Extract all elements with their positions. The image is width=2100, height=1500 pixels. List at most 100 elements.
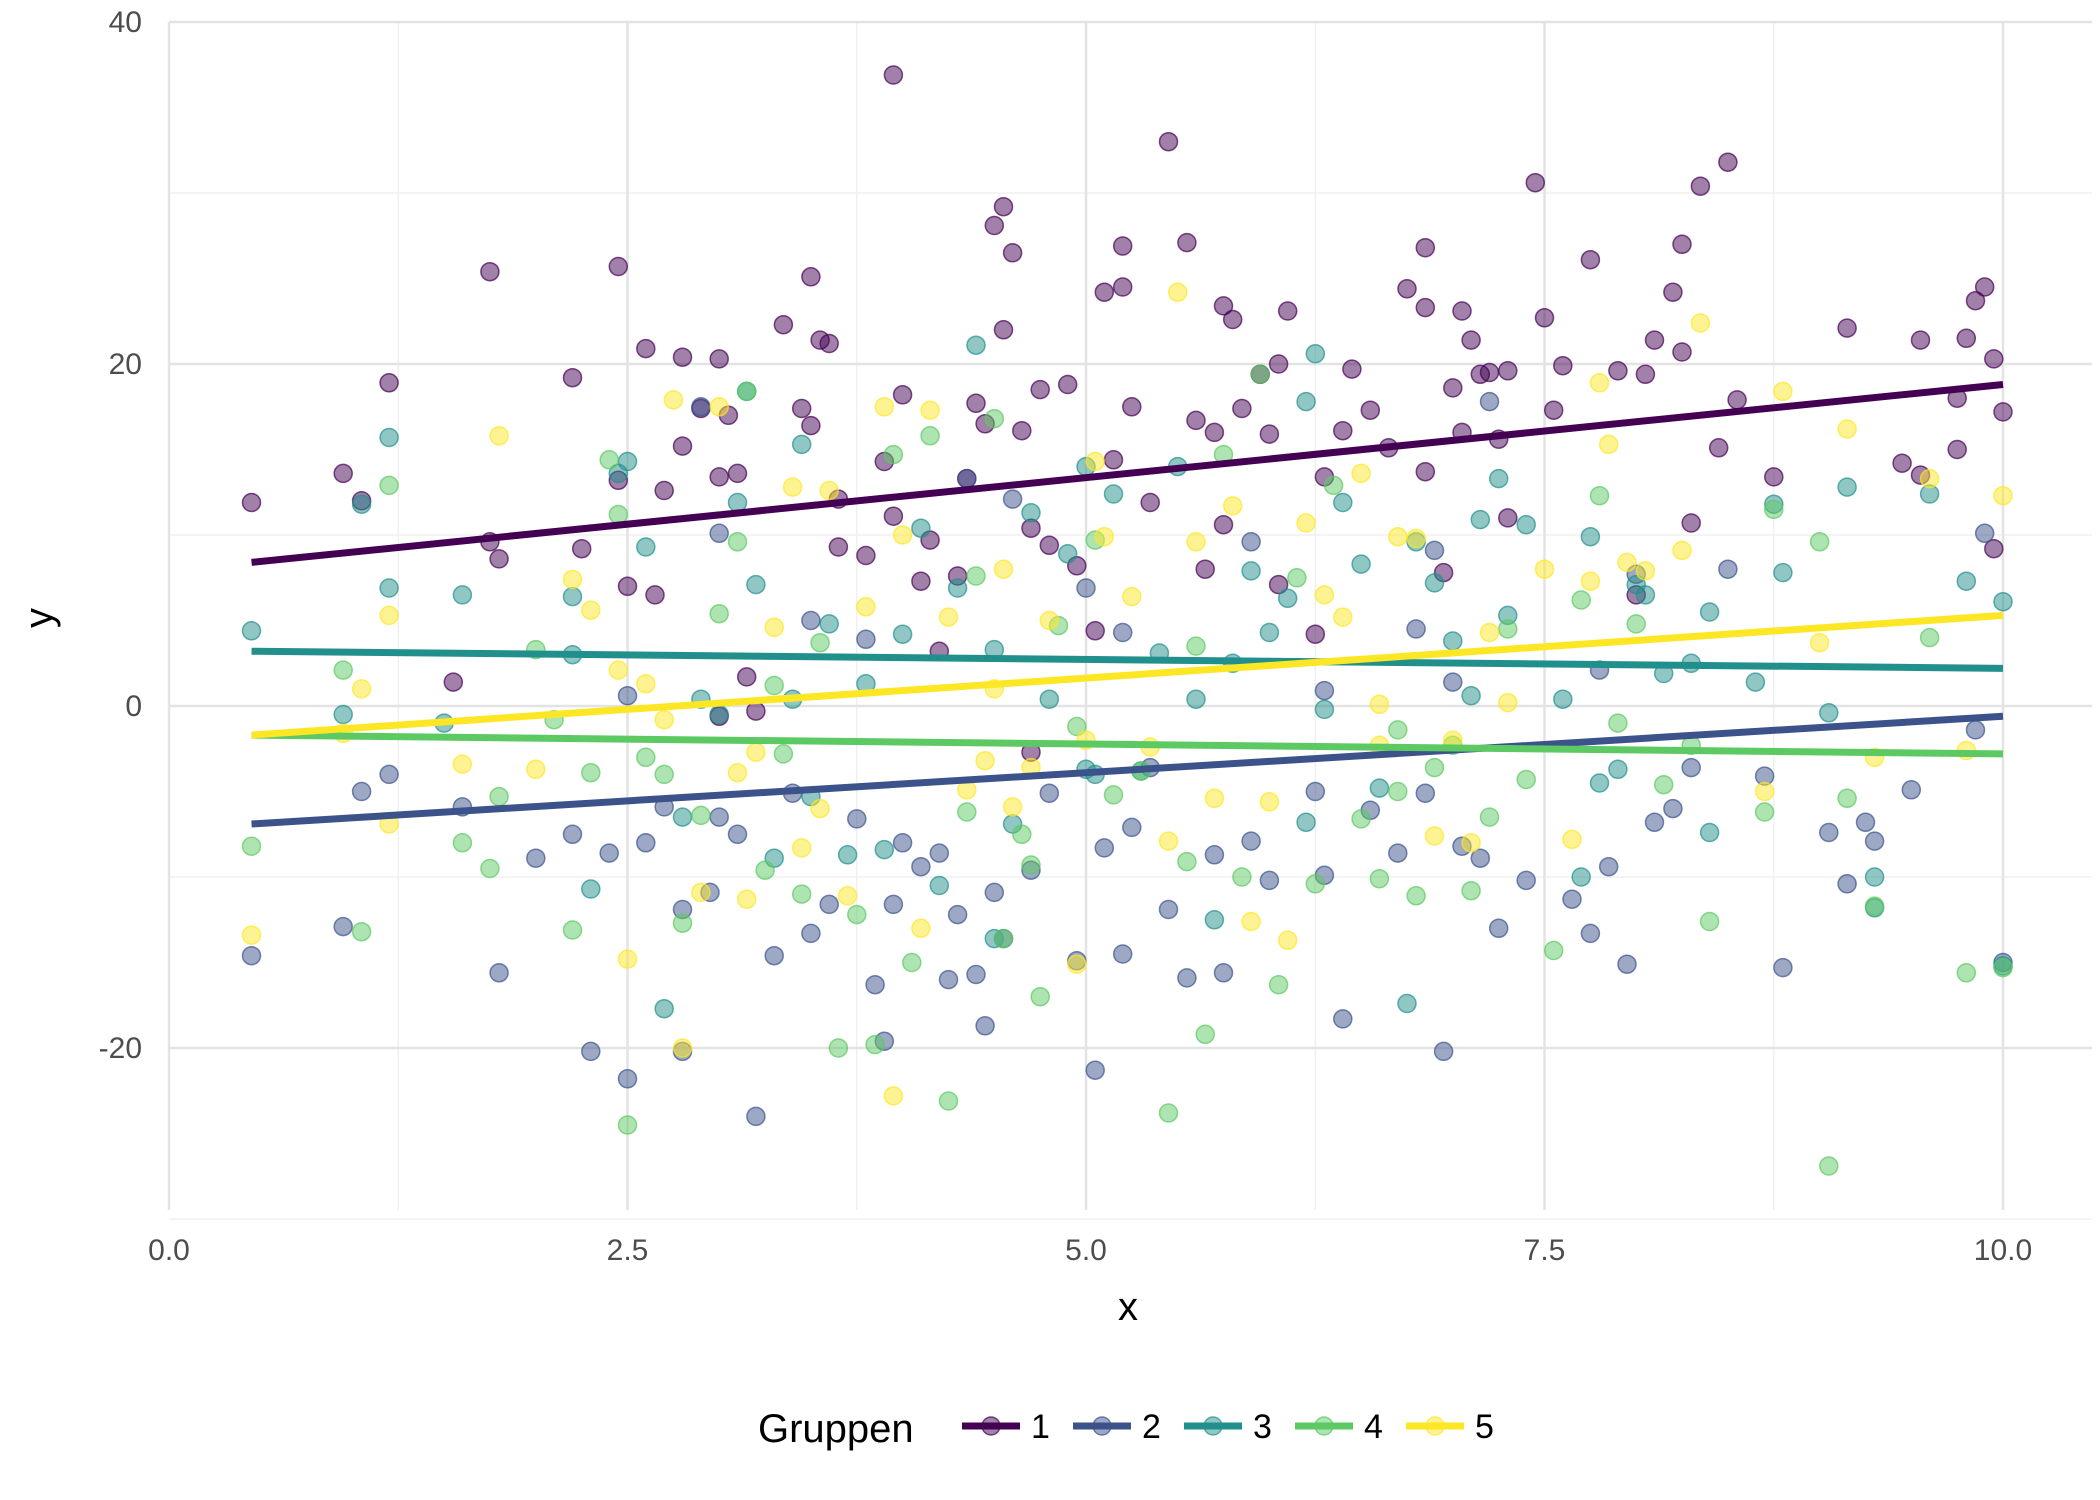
data-point-group-1 <box>1974 277 1995 297</box>
data-point-group-5 <box>1919 468 1940 489</box>
data-point-group-5 <box>526 759 546 780</box>
data-point-group-1 <box>1543 400 1564 420</box>
data-point-group-1 <box>1534 308 1555 328</box>
data-point-group-3 <box>1186 689 1206 709</box>
data-point-group-3 <box>911 518 931 538</box>
data-point-group-5 <box>1837 419 1857 439</box>
data-point-group-3 <box>1296 391 1316 412</box>
data-point-group-2 <box>1617 954 1637 974</box>
data-point-group-4 <box>1764 499 1784 520</box>
data-point-group-1 <box>1910 330 1931 350</box>
data-point-group-2 <box>1470 848 1491 868</box>
data-point-group-2 <box>1598 856 1619 877</box>
data-point-group-4 <box>581 762 601 783</box>
data-point-group-1 <box>1498 361 1518 381</box>
x-tick-label: 10.0 <box>1974 1234 2032 1267</box>
data-point-group-2 <box>746 1106 766 1127</box>
data-point-group-2 <box>333 916 353 937</box>
data-point-group-5 <box>1204 788 1225 809</box>
data-point-group-2 <box>636 833 656 853</box>
data-point-group-3 <box>1488 468 1509 489</box>
data-point-group-5 <box>837 886 858 906</box>
legend-item-5: 5 <box>1406 1408 1494 1446</box>
data-point-group-1 <box>443 672 464 692</box>
data-point-group-4 <box>1388 781 1408 802</box>
data-point-group-3 <box>746 574 766 595</box>
data-point-group-5 <box>1122 586 1142 607</box>
data-point-group-4 <box>1323 475 1344 496</box>
data-point-group-1 <box>1397 279 1417 299</box>
legend-item-4: 4 <box>1295 1408 1383 1446</box>
data-point-group-1 <box>571 538 592 559</box>
data-point-group-1 <box>993 196 1014 217</box>
data-point-group-1 <box>1553 355 1573 376</box>
trend-line-group-4 <box>251 731 2004 758</box>
data-point-group-1 <box>1268 574 1289 595</box>
data-point-group-4 <box>617 1115 638 1135</box>
data-point-group-2 <box>1424 540 1445 561</box>
legend-item-1: 1 <box>962 1408 1050 1446</box>
data-point-group-4 <box>1498 619 1518 639</box>
data-point-group-1 <box>1681 513 1701 533</box>
data-point-group-1 <box>1057 374 1078 395</box>
data-point-group-3 <box>617 451 638 472</box>
data-point-group-5 <box>993 559 1014 579</box>
data-point-group-4 <box>1287 568 1307 588</box>
data-point-group-4 <box>599 450 619 470</box>
data-point-group-2 <box>1974 523 1995 544</box>
legend-key-point <box>1203 1416 1223 1436</box>
data-point-group-4 <box>1177 851 1197 872</box>
data-point-group-2 <box>1213 963 1234 983</box>
data-point-group-2 <box>617 1069 638 1089</box>
data-point-group-1 <box>1213 296 1234 316</box>
data-point-group-1 <box>1672 342 1692 362</box>
data-point-group-1 <box>1644 330 1665 350</box>
data-point-group-4 <box>1021 855 1041 875</box>
data-point-group-2 <box>883 894 904 915</box>
data-point-group-3 <box>892 624 913 644</box>
data-point-group-5 <box>1039 610 1060 631</box>
data-point-group-3 <box>1314 699 1335 720</box>
data-point-group-1 <box>1635 364 1656 385</box>
data-point-group-4 <box>351 921 372 942</box>
data-point-group-2 <box>1663 798 1683 819</box>
data-point-group-3 <box>947 578 968 598</box>
trend-line-group-5 <box>251 611 2004 739</box>
data-point-group-2 <box>911 856 931 877</box>
data-point-group-3 <box>874 839 895 860</box>
data-point-group-4 <box>1608 713 1628 733</box>
data-point-group-4 <box>608 504 629 525</box>
data-point-group-2 <box>1305 781 1326 802</box>
data-point-group-4 <box>333 660 353 680</box>
data-point-group-1 <box>672 347 693 367</box>
data-point-group-1 <box>480 261 500 282</box>
data-point-group-1 <box>727 463 748 484</box>
data-point-group-4 <box>709 603 729 624</box>
data-point-group-1 <box>993 320 1014 340</box>
data-point-group-3 <box>654 998 674 1019</box>
data-point-group-1 <box>1039 535 1060 556</box>
data-point-group-3 <box>819 614 839 634</box>
data-point-group-1 <box>1580 249 1601 270</box>
data-point-group-2 <box>1177 968 1197 988</box>
data-point-group-2 <box>1681 757 1701 778</box>
data-point-group-3 <box>1819 703 1839 723</box>
data-point-group-4 <box>636 747 656 768</box>
data-point-group-5 <box>351 679 372 699</box>
data-points <box>241 65 2013 1176</box>
data-point-group-1 <box>1112 236 1133 256</box>
data-point-group-2 <box>1562 889 1582 909</box>
data-point-group-1 <box>1085 621 1105 641</box>
data-point-group-3 <box>929 875 950 896</box>
data-point-group-1 <box>1268 354 1289 374</box>
data-point-group-2 <box>1433 1041 1454 1062</box>
data-point-group-4 <box>1819 1156 1839 1176</box>
data-point-group-2 <box>1002 489 1023 509</box>
data-point-group-3 <box>1057 544 1078 564</box>
data-point-group-2 <box>562 824 583 845</box>
data-point-group-5 <box>819 480 839 501</box>
data-point-group-5 <box>1351 463 1371 484</box>
data-point-group-2 <box>1406 619 1426 639</box>
data-point-group-5 <box>746 742 766 762</box>
data-point-group-2 <box>1901 780 1922 800</box>
